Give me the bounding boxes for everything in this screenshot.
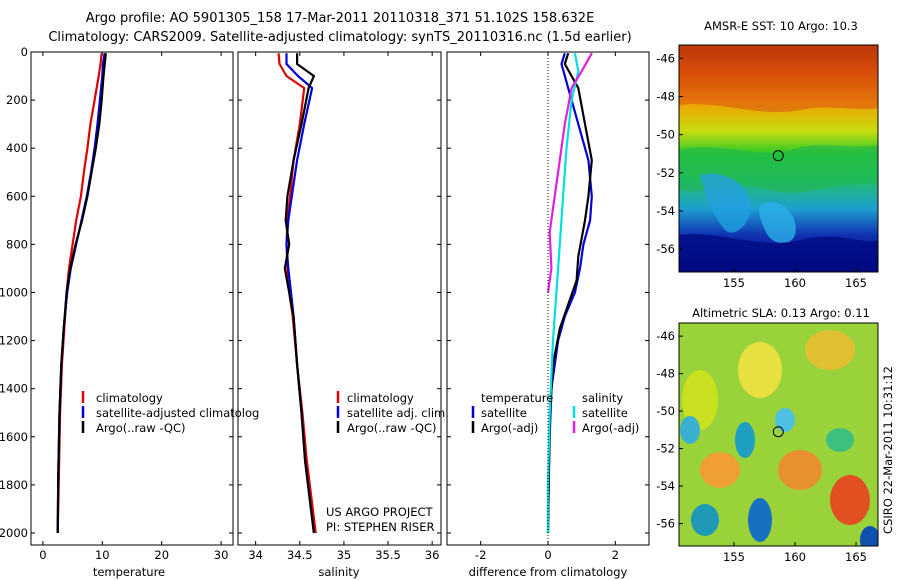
project-name: US ARGO PROJECT [326,505,434,519]
sla-map-axes: 155 160 165 -46 -48 -50 -52 -54 -56 [656,329,867,564]
y-tick-label: 1600 [0,430,28,444]
legend-label: Argo(-adj) [582,421,639,435]
sst-map-frame [678,44,879,273]
salinity-legend: climatology satellite adj. clim. Argo(..… [336,391,449,435]
legend-label: satellite [481,406,527,420]
y-tick-label: 400 [6,141,28,155]
x-tick-label: 10 [95,548,110,562]
y-tick-label: 600 [6,189,28,203]
map-y-tick-label: -48 [656,90,675,104]
y-tick-label: 2000 [0,526,28,540]
sst-map-axes: 155 160 165 -46 -48 -50 -52 -54 -56 [656,51,867,290]
temperature-xlabel: temperature [93,565,165,579]
map-y-tick-label: -52 [656,166,675,180]
legend-label: climatology [96,391,163,405]
series-line-climatology [56,53,103,534]
sla-map-frame [678,322,879,547]
x-tick-label: 20 [154,548,169,562]
x-tick-label: 34 [248,548,263,562]
salinity-xlabel: salinity [318,565,359,579]
series-line-salinity-argo-adj- [546,52,593,293]
argo-position-marker [772,150,784,162]
legend-label: satellite [582,406,628,420]
y-tick-label: 1200 [0,334,28,348]
x-tick-label: 2 [612,548,619,562]
credit-text: CSIRO 22-Mar-2011 10:31:12 [881,366,895,534]
map-y-tick-label: -54 [656,479,675,493]
header-line-1: Argo profile: AO 5901305_158 17-Mar-2011… [86,11,595,26]
map-x-tick-label: 160 [784,276,806,290]
series-line-satellite-adjusted-climatolog [56,53,106,534]
y-tick-label: 1400 [0,382,28,396]
map-y-tick-label: -46 [656,329,675,343]
x-tick-label: 0 [544,548,551,562]
sla-map-title: Altimetric SLA: 0.13 Argo: 0.11 [692,306,870,320]
x-tick-label: 0 [39,548,46,562]
x-tick-label: 30 [214,548,229,562]
axes-layer: 0 10 20 30020040060080010001200140016001800… [0,45,649,562]
x-tick-label: 34.5 [287,548,313,562]
header-line-2: Climatology: CARS2009. Satellite-adjuste… [48,30,631,45]
x-tick-label: 35.5 [375,548,401,562]
temperature-axes [30,51,234,546]
x-tick-label: 35 [337,548,352,562]
map-y-tick-label: -56 [656,517,675,531]
legend-label: Argo(..raw -QC) [96,421,186,435]
map-y-tick-label: -52 [656,442,675,456]
difference-xlabel: difference from climatology [469,565,628,579]
legend-label: Argo(-adj) [481,421,538,435]
sla-map-image [679,323,878,546]
map-y-tick-label: -54 [656,204,675,218]
legend-heading-temperature: temperature [481,391,553,405]
difference-legend: temperature satellite Argo(-adj) salinit… [471,391,639,435]
series-line-salinity-satellite [546,52,580,533]
legend-label: Argo(..raw -QC) [347,421,437,435]
map-y-tick-label: -46 [656,51,675,65]
y-tick-label: 0 [21,45,28,59]
map-x-tick-label: 155 [723,276,745,290]
map-x-tick-label: 165 [845,276,867,290]
series-line-climatology [277,53,317,534]
y-tick-label: 800 [6,237,28,251]
legend-label: satellite adj. clim. [347,406,449,420]
x-tick-label: 36 [425,548,440,562]
argo-position-marker [772,426,784,438]
y-tick-label: 1000 [0,285,28,299]
series-line-argo-raw-qc- [283,53,315,534]
x-tick-label: -2 [475,548,486,562]
map-y-tick-label: -48 [656,367,675,381]
map-y-tick-label: -50 [656,128,675,142]
map-x-tick-label: 155 [723,550,745,564]
y-tick-label: 200 [6,93,28,107]
map-x-tick-label: 160 [784,550,806,564]
legend-label: climatology [347,391,414,405]
legend-heading-salinity: salinity [582,391,623,405]
map-y-tick-label: -50 [656,404,675,418]
y-tick-label: 1800 [0,478,28,492]
sst-map-title: AMSR-E SST: 10 Argo: 10.3 [704,19,858,33]
series-line-argo-raw-qc- [56,53,107,534]
map-x-tick-label: 165 [845,550,867,564]
map-y-tick-label: -56 [656,242,675,256]
project-pi: PI: STEPHEN RISER [326,520,435,534]
legend-label: satellite-adjusted climatolog [96,406,259,420]
profile-lines [56,52,593,534]
sst-map-image [679,45,878,272]
salinity-axes [237,51,442,546]
temperature-legend: climatology satellite-adjusted climatolo… [81,391,259,435]
